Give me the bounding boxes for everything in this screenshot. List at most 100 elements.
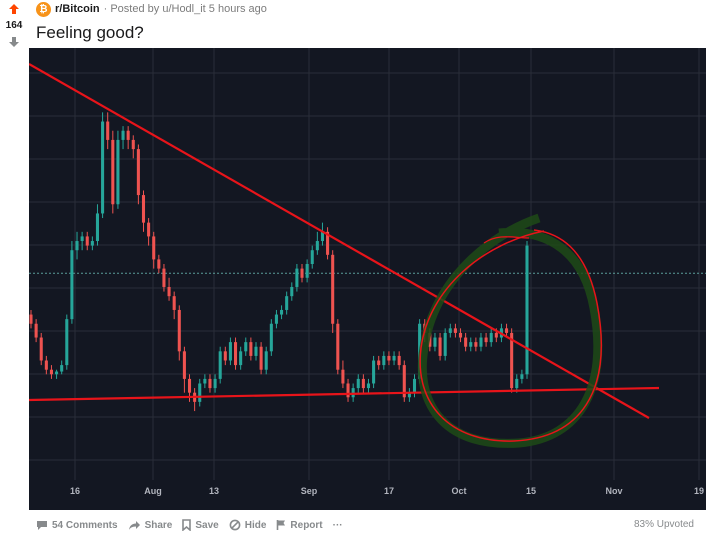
comments-label: 54 Comments <box>52 519 118 531</box>
candle-body <box>377 360 381 366</box>
candle-body <box>438 337 442 356</box>
candle-body <box>141 195 146 223</box>
comment-icon <box>37 520 47 530</box>
candle-body <box>336 323 340 370</box>
x-axis: 16 Aug 13 Sep 17 Oct 15 Nov 19 <box>29 480 706 510</box>
red-circle-tail <box>483 236 530 244</box>
candle-body <box>295 268 299 287</box>
x-tick-label: Aug <box>144 486 162 496</box>
candle-body <box>182 351 186 379</box>
candle-body <box>90 241 94 246</box>
candle-body <box>351 388 355 398</box>
candle-body <box>126 130 130 140</box>
drawn-annotations <box>29 63 660 448</box>
chart-background <box>29 48 706 510</box>
support-trendline <box>29 386 660 402</box>
candle-body <box>469 342 473 347</box>
descending-trendline <box>29 63 650 419</box>
comments-button[interactable]: 54 Comments <box>36 520 118 531</box>
candle-body <box>474 342 478 347</box>
candle-body <box>356 378 360 389</box>
candle-body <box>326 231 330 255</box>
candle-body <box>341 369 345 384</box>
candle-body <box>167 286 171 297</box>
subreddit-link[interactable]: r/Bitcoin <box>55 3 100 15</box>
candle-body <box>443 332 447 356</box>
post-actions: 54 Comments Share Save Hide Report ··· <box>36 516 353 534</box>
upvote-arrow-icon[interactable] <box>8 3 20 15</box>
candle-body <box>39 337 43 361</box>
candle-body <box>162 268 166 287</box>
candle-body <box>218 351 222 379</box>
upvote-ratio: 83% Upvoted <box>633 519 694 530</box>
candle-body <box>157 259 161 269</box>
candle-body <box>29 314 33 324</box>
candle-body <box>479 337 483 347</box>
candle-body <box>269 323 273 352</box>
report-button[interactable]: Report <box>276 519 323 531</box>
save-button[interactable]: Save <box>182 519 219 531</box>
candle-body <box>228 342 232 361</box>
candle-body <box>136 149 140 196</box>
candle-body <box>223 351 227 361</box>
candle-body <box>85 236 89 246</box>
candle-body <box>244 342 248 352</box>
x-tick-label: Sep <box>301 486 318 496</box>
more-options-button[interactable]: ··· <box>333 520 343 531</box>
candle-body <box>70 250 74 320</box>
candle-body <box>525 245 529 375</box>
candle-body <box>101 121 105 214</box>
candle-body <box>397 355 401 366</box>
candle-body <box>305 264 309 278</box>
candle-body <box>264 351 268 370</box>
x-tick-label: Nov <box>605 486 622 496</box>
candle-body <box>147 222 151 237</box>
candle-body <box>366 383 371 389</box>
hide-label: Hide <box>244 519 267 531</box>
candle-body <box>55 371 59 375</box>
candle-body <box>300 268 304 278</box>
candle-body <box>49 369 53 375</box>
candle-body <box>152 236 156 260</box>
candle-body <box>515 378 519 389</box>
candle-body <box>505 328 509 333</box>
candle-body <box>285 296 289 310</box>
chart-grid <box>29 48 706 480</box>
x-tick-label: 16 <box>70 486 80 496</box>
candle-body <box>372 360 376 384</box>
candle-body <box>407 392 411 398</box>
bitcoin-icon[interactable]: ₿ <box>36 1 51 17</box>
hide-icon <box>229 519 241 531</box>
candle-body <box>448 328 452 333</box>
hide-button[interactable]: Hide <box>229 519 267 531</box>
candle-body <box>177 309 181 352</box>
candle-body <box>290 286 294 297</box>
candle-body <box>249 342 253 356</box>
share-icon <box>128 520 140 530</box>
price-chart-image[interactable]: 16 Aug 13 Sep 17 Oct 15 Nov 19 <box>29 48 706 510</box>
candle-body <box>464 337 468 347</box>
posted-by: · Posted by u/Hodl_it 5 hours ago <box>103 3 267 15</box>
candle-body <box>187 378 192 393</box>
candle-body <box>433 337 437 347</box>
x-tick-label: Oct <box>451 486 466 496</box>
bookmark-icon <box>182 519 192 531</box>
more-options-icon: ··· <box>332 519 343 531</box>
post-title[interactable]: Feeling good? <box>36 23 144 42</box>
share-button[interactable]: Share <box>128 520 172 531</box>
candle-body <box>453 328 457 333</box>
x-tick-label: 15 <box>526 486 536 496</box>
candle-body <box>387 355 391 361</box>
candle-body <box>234 342 238 366</box>
candlestick-series <box>29 112 529 412</box>
candle-body <box>172 296 176 310</box>
candle-body <box>382 355 386 366</box>
candle-body <box>458 332 463 338</box>
candle-body <box>392 355 396 361</box>
candle-body <box>484 337 488 343</box>
candle-body <box>259 346 263 370</box>
candle-body <box>361 378 365 389</box>
downvote-arrow-icon[interactable] <box>8 36 20 48</box>
candle-body <box>75 241 79 251</box>
candle-body <box>203 378 207 384</box>
